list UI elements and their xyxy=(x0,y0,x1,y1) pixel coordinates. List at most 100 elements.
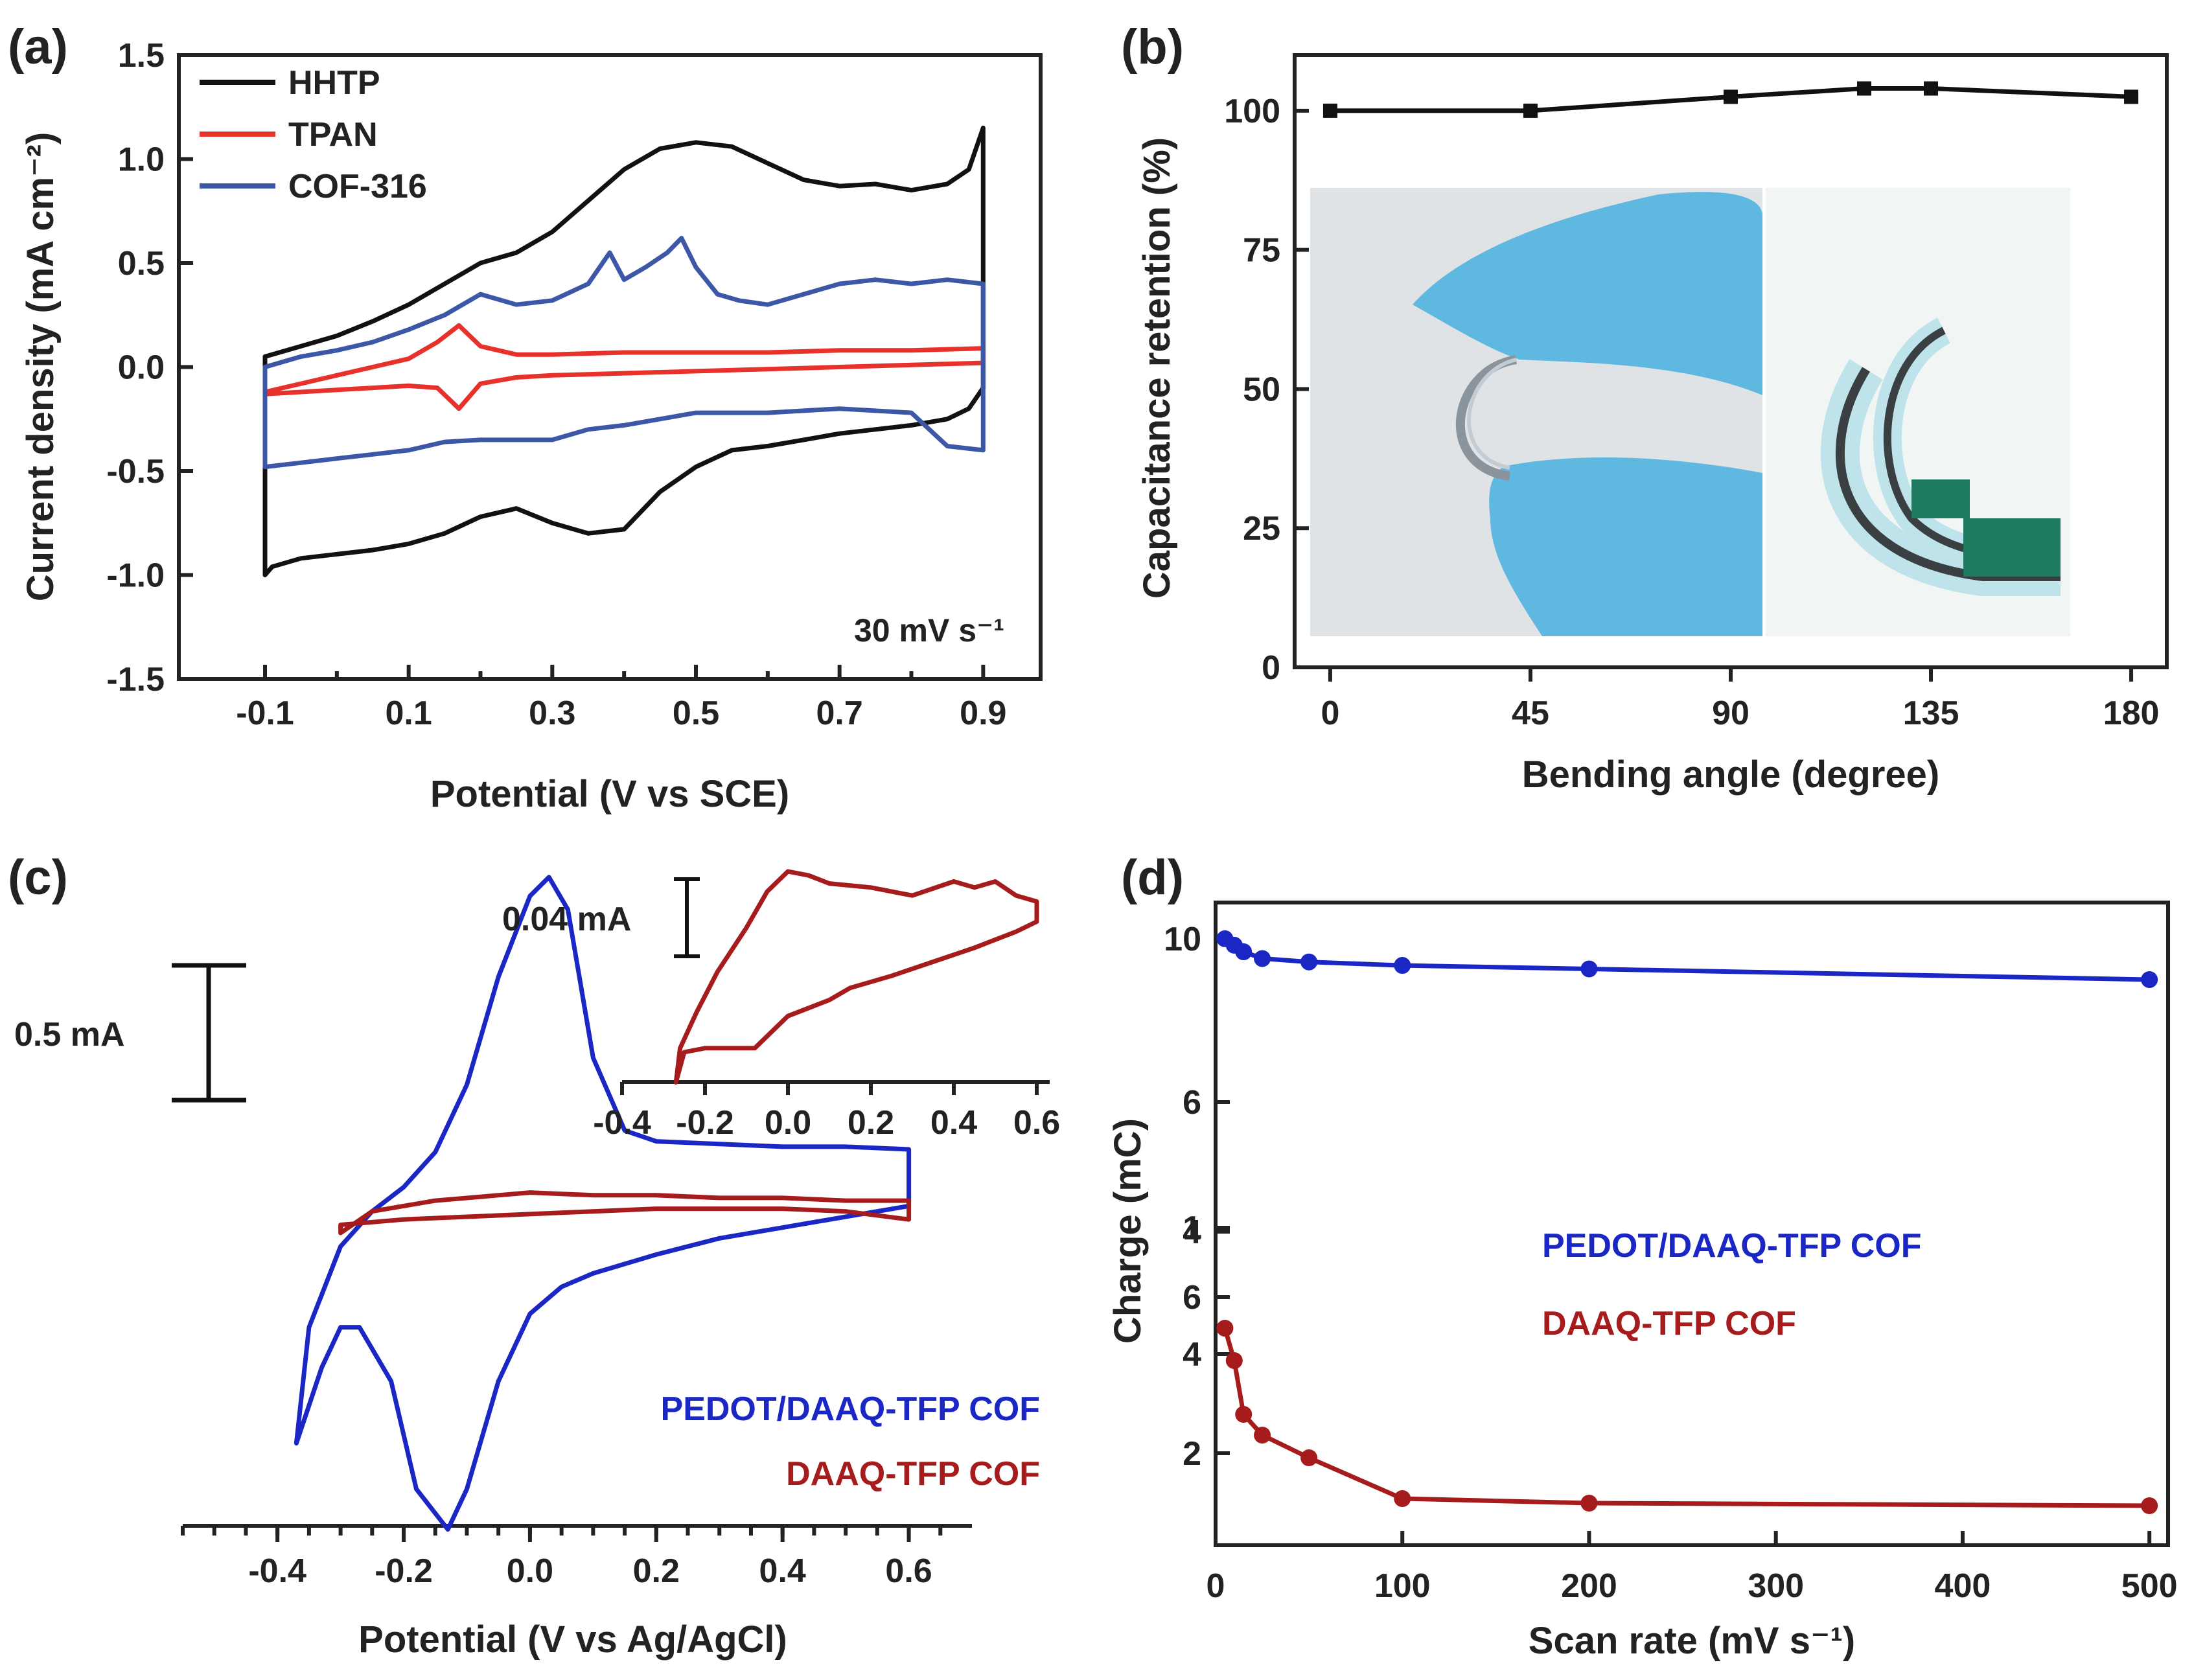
x-tick-label: 500 xyxy=(2121,1567,2178,1605)
panel-a-curves xyxy=(262,125,986,577)
x-tick-label: 0.9 xyxy=(960,695,1006,732)
inset-x-tick-label: -0.4 xyxy=(593,1104,651,1142)
x-tick-label: -0.2 xyxy=(375,1552,433,1590)
y-tick-label: 6 xyxy=(1183,1084,1201,1122)
y-tick-label: 50 xyxy=(1243,371,1280,408)
glove-upper xyxy=(1413,192,1762,395)
y-tick-label: 0.5 xyxy=(118,245,165,282)
panel-c-xticks: -0.4 -0.2 0.0 0.2 0.4 0.6 xyxy=(181,1526,943,1590)
inset-x-tick-label: 0.6 xyxy=(1013,1104,1060,1142)
panel-a-label: (a) xyxy=(8,19,68,75)
series-line-daaq-tfp-cof xyxy=(338,1190,912,1236)
series-line-pedot-daaq-tfp-cof xyxy=(1222,936,2152,982)
x-tick-label: 300 xyxy=(1748,1567,1804,1605)
y-tick-label: 4 xyxy=(1183,1214,1201,1251)
panel-d-legend-daaq: DAAQ-TFP COF xyxy=(1542,1305,1796,1342)
x-tick-label: 0.4 xyxy=(759,1552,806,1590)
data-point-retention xyxy=(2124,89,2139,104)
panel-a-legend: HHTP TPAN COF-316 xyxy=(200,64,427,205)
legend-label-hhtp: HHTP xyxy=(288,64,380,102)
data-point-retention xyxy=(1857,81,1872,96)
device-schematic xyxy=(1766,188,2070,636)
y-tick-label: 0 xyxy=(1262,649,1280,687)
y-tick-label: 2 xyxy=(1183,1435,1201,1473)
data-point-daaq-tfp-cof xyxy=(2141,1497,2158,1514)
panel-a-xticks: -0.1 0.1 0.3 0.5 0.7 0.9 xyxy=(236,665,1006,732)
panel-d-legend-pedot: PEDOT/DAAQ-TFP COF xyxy=(1542,1227,1921,1265)
x-tick-label: 0.1 xyxy=(386,695,432,732)
flexible-film-edge xyxy=(1467,358,1517,470)
series-line-cof-316 xyxy=(262,236,986,470)
panel-b-yticks: 0 25 50 75 100 xyxy=(1224,93,1309,687)
panel-d-xlabel: Scan rate (mV s⁻¹) xyxy=(1529,1620,1855,1662)
series-line-hhtp xyxy=(262,125,986,577)
series-line-retention xyxy=(1328,86,2134,113)
panel-a-yticks: 1.5 1.0 0.5 0.0 -0.5 -1.0 -1.5 xyxy=(106,37,193,698)
data-point-daaq-tfp-cof xyxy=(1225,1352,1243,1369)
y-tick-label: 1.0 xyxy=(118,141,165,179)
inset-curves xyxy=(673,869,1039,1085)
panel-b-ylabel: Capacitance retention (%) xyxy=(1136,137,1178,599)
panel-a: (a) 1.5 1.0 0.5 0.0 -0.5 -1.0 -1.5 -0.1 0.1 0.3 0… xyxy=(8,19,1043,815)
data-point-daaq-tfp-cof xyxy=(1254,1427,1271,1444)
panel-d-curves xyxy=(1216,930,2158,1514)
x-tick-label: 135 xyxy=(1903,695,1959,732)
data-point-pedot-daaq-tfp-cof xyxy=(2141,971,2158,988)
panel-d: (d) 2 4 6 10 1 6 4 0 100 200 300 400 500 Scan rate … xyxy=(1107,850,2178,1662)
y-tick-label: 25 xyxy=(1243,510,1280,547)
y-tick-label: 0.0 xyxy=(118,349,165,387)
data-point-retention xyxy=(1924,81,1939,96)
panel-d-label: (d) xyxy=(1121,850,1184,905)
panel-b-xlabel: Bending angle (degree) xyxy=(1522,754,1940,796)
scalebar-label: 0.5 mA xyxy=(14,1016,125,1053)
panel-b-label: (b) xyxy=(1121,19,1184,75)
x-tick-label: 0.7 xyxy=(816,695,863,732)
inset-x-tick-label: 0.4 xyxy=(930,1104,977,1142)
data-point-pedot-daaq-tfp-cof xyxy=(1235,943,1253,961)
x-tick-label: 180 xyxy=(2103,695,2160,732)
x-tick-label: 0.2 xyxy=(633,1552,680,1590)
panel-a-xlabel: Potential (V vs SCE) xyxy=(430,773,789,815)
y-tick-label: -1.0 xyxy=(106,557,165,595)
panel-b-curves xyxy=(1322,81,2139,118)
data-point-pedot-daaq-tfp-cof xyxy=(1300,953,1318,971)
panel-d-ylabel: Charge (mC) xyxy=(1107,1118,1149,1344)
legend-label-tpan: TPAN xyxy=(288,116,378,154)
data-point-daaq-tfp-cof xyxy=(1235,1406,1253,1423)
bending-photo xyxy=(1310,188,1762,636)
data-point-retention xyxy=(1724,89,1738,104)
device-electrode-2 xyxy=(1911,479,1970,518)
panel-b-xticks: 0 45 90 135 180 xyxy=(1321,667,2159,732)
panel-d-frame xyxy=(1214,901,2170,1547)
inset-x-tick-label: 0.2 xyxy=(848,1104,894,1142)
panel-c-legend-daaq: DAAQ-TFP COF xyxy=(786,1455,1040,1493)
x-tick-label: 0.3 xyxy=(529,695,575,732)
y-tick-label: 1 xyxy=(1183,1210,1201,1247)
data-point-daaq-tfp-cof xyxy=(1300,1449,1318,1466)
panel-c-inset: -0.4 -0.2 0.0 0.2 0.4 0.6 0.04 mA xyxy=(502,869,1060,1142)
y-tick-label: 1.5 xyxy=(118,37,165,75)
panel-c-label: (c) xyxy=(8,850,68,905)
x-tick-label: 0 xyxy=(1207,1567,1225,1605)
x-tick-label: 0 xyxy=(1321,695,1339,732)
y-tick-label: 75 xyxy=(1243,232,1280,270)
series-line-tpan xyxy=(262,323,986,411)
panel-a-scan-rate-note: 30 mV s⁻¹ xyxy=(854,612,1004,649)
device-layer-dark xyxy=(1836,367,2061,581)
data-point-daaq-tfp-cof xyxy=(1216,1320,1234,1337)
x-tick-label: 0.0 xyxy=(507,1552,553,1590)
data-point-pedot-daaq-tfp-cof xyxy=(1580,960,1598,978)
x-tick-label: 90 xyxy=(1712,695,1749,732)
series-line-daaq-tfp-cof xyxy=(1222,1326,2152,1508)
y-tick-label: 4 xyxy=(1183,1336,1201,1374)
y-tick-label: -0.5 xyxy=(106,453,165,490)
legend-label-cof316: COF-316 xyxy=(288,168,427,205)
data-point-pedot-daaq-tfp-cof xyxy=(1394,957,1411,974)
panel-c-scalebar: 0.5 mA xyxy=(14,963,246,1103)
y-tick-label: 10 xyxy=(1164,921,1201,958)
inset-xticks: -0.4 -0.2 0.0 0.2 0.4 0.6 xyxy=(593,1082,1060,1142)
x-tick-label: 100 xyxy=(1374,1567,1431,1605)
series-line-daaq-tfp-cof xyxy=(673,869,1039,1085)
data-point-daaq-tfp-cof xyxy=(1580,1495,1598,1512)
panel-d-xticks: 0 100 200 300 400 500 xyxy=(1207,1531,2178,1605)
